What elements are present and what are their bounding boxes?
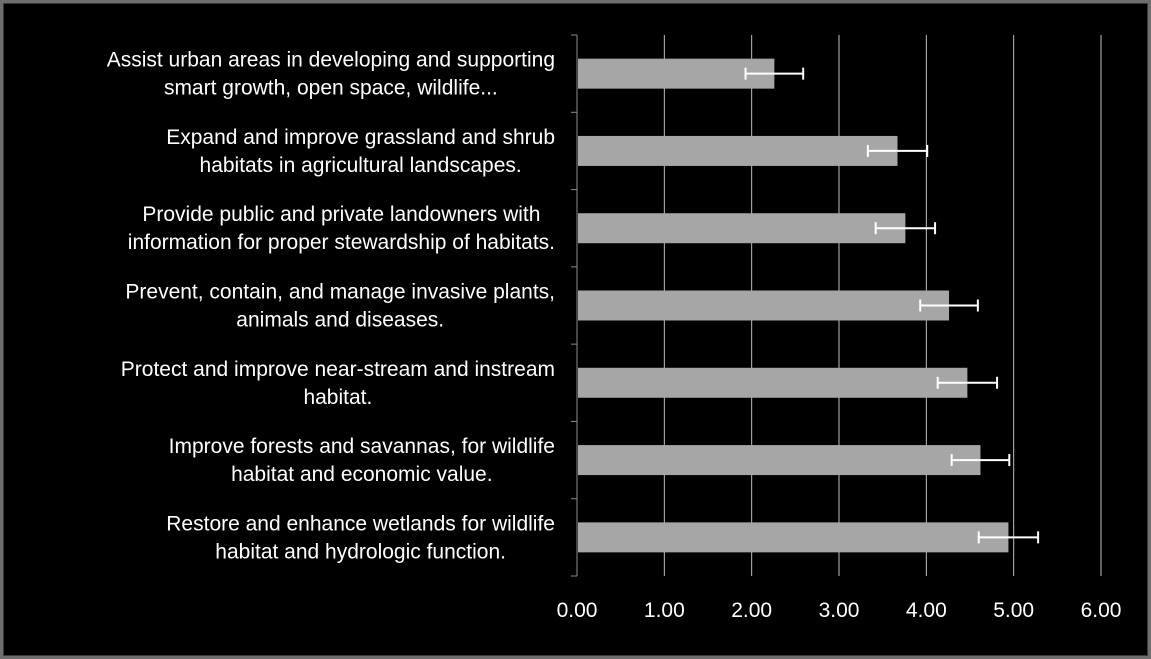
bar (578, 290, 950, 321)
bar (578, 135, 898, 166)
bar-chart: Assist urban areas in developing and sup… (107, 34, 1122, 622)
category-label: smart growth, open space, wildlife... (164, 77, 498, 100)
category-label: habitat. (303, 386, 372, 409)
bar (578, 58, 775, 89)
category-labels: Assist urban areas in developing and sup… (107, 49, 555, 564)
category-label: Expand and improve grassland and shrub (166, 126, 555, 149)
chart-frame: Assist urban areas in developing and sup… (3, 3, 1148, 656)
bars (578, 58, 1009, 553)
x-tick-label: 1.00 (644, 599, 685, 622)
bar (578, 522, 1009, 553)
x-tick-labels: 0.00 1.00 2.00 3.00 4.00 5.00 6.00 (557, 599, 1122, 622)
category-label: Improve forests and savannas, for wildli… (169, 435, 555, 458)
bar (578, 445, 981, 476)
axes (571, 34, 578, 577)
error-bars (744, 67, 1040, 544)
x-tick-label: 0.00 (557, 599, 598, 622)
category-label: information for proper stewardship of ha… (128, 231, 555, 254)
category-label: Restore and enhance wetlands for wildlif… (166, 512, 555, 535)
category-label: animals and diseases. (236, 309, 444, 332)
x-tick-label: 4.00 (906, 599, 947, 622)
category-label: habitats in agricultural landscapes. (200, 154, 522, 177)
category-label: Assist urban areas in developing and sup… (107, 49, 555, 72)
category-label: habitat and economic value. (231, 463, 493, 486)
bar (578, 367, 968, 398)
bar (578, 213, 906, 244)
x-tick-label: 6.00 (1081, 599, 1122, 622)
category-label: Prevent, contain, and manage invasive pl… (125, 281, 555, 304)
category-label: habitat and hydrologic function. (215, 540, 506, 563)
x-tick-label: 3.00 (819, 599, 860, 622)
x-tick-label: 5.00 (993, 599, 1034, 622)
category-label: Provide public and private landowners wi… (142, 203, 540, 226)
x-tick-label: 2.00 (731, 599, 772, 622)
category-label: Protect and improve near-stream and inst… (121, 358, 555, 381)
